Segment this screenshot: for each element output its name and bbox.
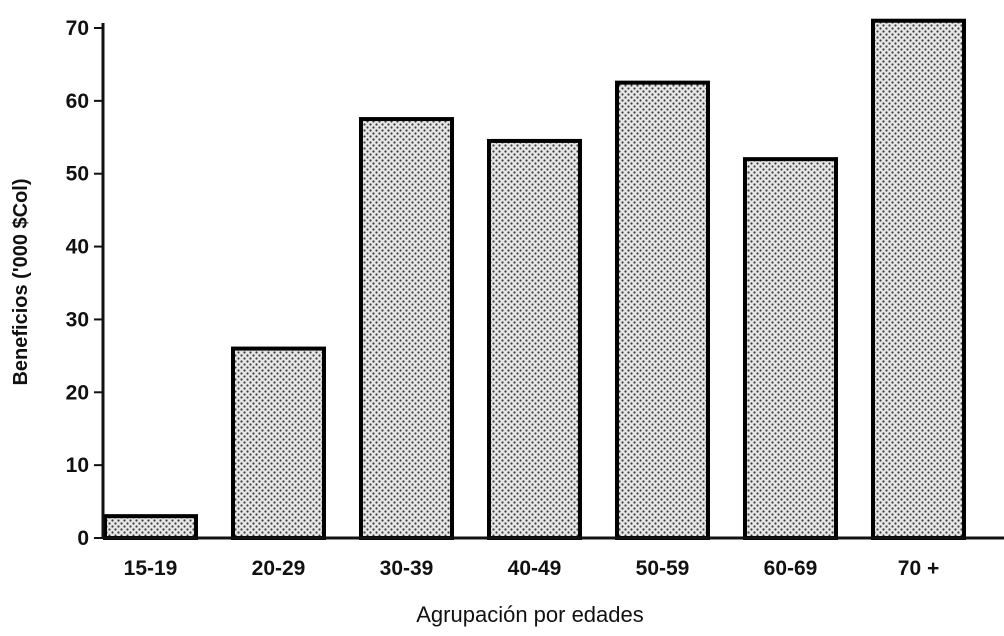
bar-70 bbox=[871, 18, 966, 540]
bar-20-29 bbox=[231, 346, 326, 541]
y-axis-title: Beneficios ('000 $Col) bbox=[10, 178, 32, 385]
y-tick-label: 20 bbox=[66, 381, 89, 404]
y-tick-label: 30 bbox=[66, 308, 89, 331]
bar-40-49 bbox=[487, 138, 582, 541]
bar-30-39 bbox=[359, 117, 454, 540]
x-tick-label: 30-39 bbox=[380, 557, 434, 580]
x-axis-title: Agrupación por edades bbox=[416, 602, 644, 627]
bar-50-59 bbox=[615, 80, 710, 541]
x-tick-label: 15-19 bbox=[124, 557, 178, 580]
x-tick-label: 70 + bbox=[898, 557, 939, 580]
bars-layer bbox=[103, 18, 966, 541]
x-ticks-layer: 15-19 20-29 30-39 40-49 50-59 60-69 70 + bbox=[124, 557, 940, 580]
bar-60-69 bbox=[743, 157, 838, 540]
x-tick-label: 40-49 bbox=[508, 557, 562, 580]
y-tick-label: 70 bbox=[66, 17, 89, 40]
x-tick-label: 20-29 bbox=[252, 557, 306, 580]
x-tick-label: 50-59 bbox=[636, 557, 690, 580]
y-tick-label: 50 bbox=[66, 163, 89, 186]
x-tick-label: 60-69 bbox=[764, 557, 818, 580]
y-ticks-layer: 0 10 20 30 40 50 60 70 bbox=[66, 17, 103, 550]
y-tick-label: 0 bbox=[77, 527, 89, 550]
bar-15-19 bbox=[103, 514, 198, 541]
y-tick-label: 10 bbox=[66, 454, 89, 477]
y-tick-label: 60 bbox=[66, 90, 89, 113]
y-tick-label: 40 bbox=[66, 236, 89, 259]
